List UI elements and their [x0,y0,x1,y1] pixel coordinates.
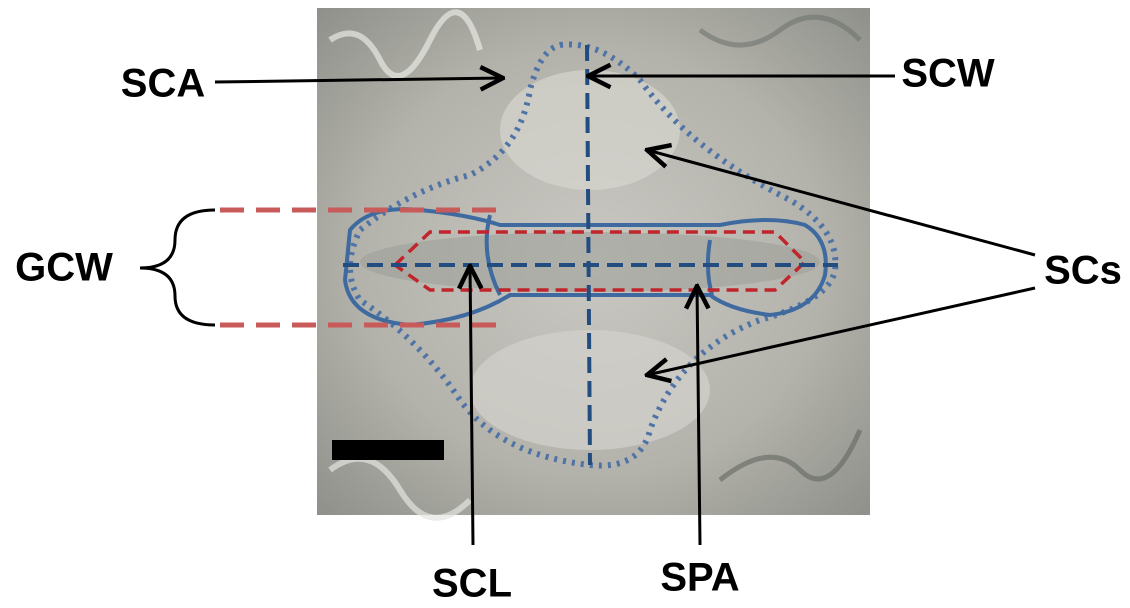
micrograph [317,8,870,518]
label: SCW [901,52,995,96]
label: SPA [660,556,739,600]
label: SCL [432,562,512,606]
label: GCW [15,246,113,290]
label: SCs [1044,249,1122,293]
brace [140,210,215,325]
label: SCA [121,62,205,106]
diagram: SCA SCW GCW SCs SCL SPA [0,0,1130,608]
